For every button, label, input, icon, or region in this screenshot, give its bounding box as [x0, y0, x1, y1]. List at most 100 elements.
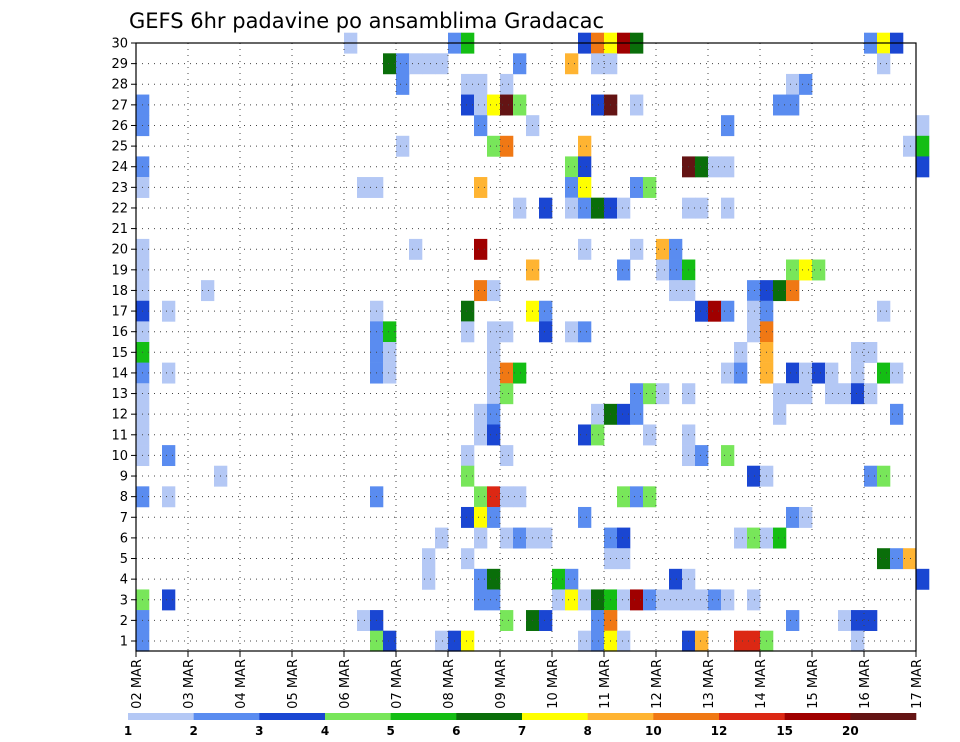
precip-cell: [747, 300, 761, 322]
precip-cell: [747, 465, 761, 487]
precip-cell: [422, 53, 436, 75]
precip-cell: [734, 527, 748, 549]
precip-cell: [630, 403, 644, 425]
precip-cell: [630, 238, 644, 260]
precip-cell: [695, 445, 709, 467]
precip-cell: [435, 630, 449, 652]
x-tick-label: 13 MAR: [702, 659, 717, 709]
precip-cell: [916, 156, 930, 178]
precip-cell: [461, 506, 475, 528]
y-tick-label: 2: [120, 614, 128, 629]
precip-cell: [474, 527, 488, 549]
precip-cell: [162, 486, 176, 508]
precip-cell: [721, 362, 735, 384]
precip-cell: [669, 259, 683, 281]
precip-cell: [500, 445, 514, 467]
x-tick-label: 03 MAR: [182, 659, 197, 709]
y-tick-label: 5: [120, 552, 128, 567]
precip-cell: [799, 259, 813, 281]
precip-cell: [708, 300, 722, 322]
precip-cell: [643, 424, 657, 446]
precip-cell: [617, 589, 631, 611]
precip-cell: [695, 300, 709, 322]
precip-cell: [877, 548, 891, 570]
legend-swatch: [456, 713, 523, 720]
precip-cell: [916, 135, 930, 157]
precip-cell: [721, 589, 735, 611]
precip-cell: [461, 445, 475, 467]
precip-cell: [591, 403, 605, 425]
y-tick-label: 25: [111, 140, 128, 155]
precip-cell: [409, 53, 423, 75]
x-tick-label: 09 MAR: [494, 659, 509, 709]
precip-cell: [617, 259, 631, 281]
precip-cell: [721, 156, 735, 178]
legend-swatch: [719, 713, 785, 720]
plot-frame: [135, 42, 917, 652]
precip-cell: [617, 548, 631, 570]
legend-swatch: [128, 713, 194, 720]
precip-cell: [786, 362, 800, 384]
precip-cell: [656, 238, 670, 260]
legend-swatch: [653, 713, 720, 720]
legend-swatch: [522, 713, 588, 720]
precip-cell: [461, 73, 475, 95]
precip-cell: [786, 610, 800, 631]
precip-cell: [890, 403, 904, 425]
precip-cell: [786, 94, 800, 116]
precip-cell: [786, 280, 800, 302]
precip-cell: [500, 135, 514, 157]
precip-cell: [435, 527, 449, 549]
x-tick-label: 04 MAR: [234, 659, 249, 709]
precip-cell: [487, 424, 501, 446]
y-tick-label: 9: [120, 470, 128, 485]
precip-cell: [734, 342, 748, 363]
x-tick-label: 14 MAR: [754, 659, 769, 709]
precip-cell: [630, 589, 644, 611]
precip-cell: [565, 197, 579, 219]
precip-cell: [357, 177, 371, 198]
precip-cell: [461, 548, 475, 570]
precip-cell: [461, 300, 475, 322]
precip-cell: [851, 342, 865, 363]
x-tick-label: 10 MAR: [546, 659, 561, 709]
precip-cell: [487, 589, 501, 611]
precip-cell: [435, 53, 449, 75]
precip-cell: [500, 94, 514, 116]
grid-lines: [136, 42, 916, 651]
heatmap-cells: [136, 32, 930, 652]
precip-cell: [162, 445, 176, 467]
precip-cell: [708, 589, 722, 611]
x-tick-label: 17 MAR: [910, 659, 925, 709]
precip-cell: [500, 362, 514, 384]
precip-cell: [474, 73, 488, 95]
precip-cell: [721, 197, 735, 219]
precip-cell: [721, 445, 735, 467]
precip-cell: [396, 53, 410, 75]
precip-cell: [591, 610, 605, 631]
precip-cell: [474, 486, 488, 508]
y-tick-label: 3: [120, 593, 128, 608]
precip-cell: [669, 589, 683, 611]
legend-label: 12: [711, 724, 728, 738]
precip-cell: [487, 362, 501, 384]
precip-cell: [539, 321, 553, 343]
precip-cell: [747, 527, 761, 549]
precip-cell: [773, 94, 787, 116]
precip-cell: [825, 383, 839, 405]
precip-cell: [474, 177, 488, 198]
precip-cell: [162, 589, 176, 611]
precip-cell: [487, 486, 501, 508]
precip-cell: [734, 362, 748, 384]
precip-cell: [578, 135, 592, 157]
precip-cell: [630, 383, 644, 405]
precip-cell: [461, 465, 475, 487]
legend-swatch: [587, 713, 654, 720]
precip-cell: [461, 321, 475, 343]
precip-cell: [565, 589, 579, 611]
legend-swatch: [259, 713, 326, 720]
precip-cell: [513, 197, 527, 219]
precip-cell: [643, 177, 657, 198]
precip-cell: [500, 73, 514, 95]
y-tick-label: 28: [111, 78, 128, 93]
